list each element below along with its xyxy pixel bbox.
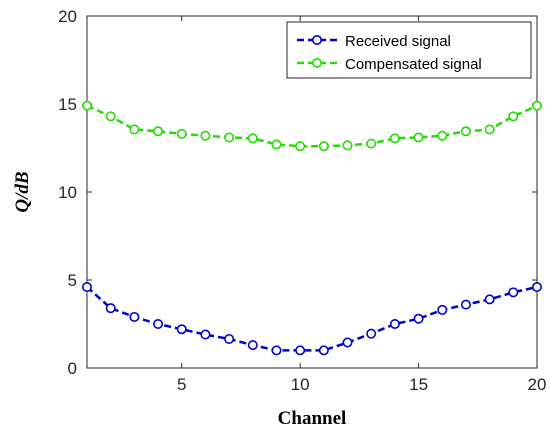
point-compensated-15 <box>413 132 424 143</box>
point-received-4 <box>153 318 164 329</box>
point-received-5 <box>176 324 187 335</box>
x-tick-label-5: 5 <box>177 375 186 394</box>
legend-box <box>286 21 532 79</box>
point-compensated-7 <box>224 132 235 143</box>
point-received-6 <box>200 329 211 340</box>
point-compensated-10 <box>295 141 306 152</box>
point-received-8 <box>247 340 258 351</box>
x-tick-label-10: 10 <box>291 375 310 394</box>
point-received-3 <box>129 311 140 322</box>
y-tick-label-10: 10 <box>58 183 77 202</box>
point-received-13 <box>366 328 377 339</box>
x-tick-label-15: 15 <box>409 375 428 394</box>
point-received-11 <box>318 345 329 356</box>
y-tick-label-20: 20 <box>58 7 77 26</box>
point-received-16 <box>437 304 448 315</box>
y-tick-label-5: 5 <box>68 271 77 290</box>
point-compensated-12 <box>342 140 353 151</box>
y-tick-label-15: 15 <box>58 95 77 114</box>
point-compensated-4 <box>153 126 164 137</box>
point-compensated-18 <box>484 124 495 135</box>
point-received-2 <box>105 303 116 314</box>
point-compensated-5 <box>176 128 187 139</box>
point-compensated-13 <box>366 138 377 149</box>
point-compensated-6 <box>200 130 211 141</box>
point-received-12 <box>342 337 353 348</box>
legend-marker-received <box>311 34 322 45</box>
point-compensated-16 <box>437 130 448 141</box>
point-received-10 <box>295 345 306 356</box>
point-received-15 <box>413 313 424 324</box>
point-received-18 <box>484 294 495 305</box>
point-compensated-3 <box>129 124 140 135</box>
point-received-9 <box>271 345 282 356</box>
axis-ticks <box>87 15 538 369</box>
axis-tick-labels: 5 10 15 20 0 5 10 15 20 <box>58 7 546 394</box>
series-layer <box>82 100 542 356</box>
point-received-17 <box>460 299 471 310</box>
point-compensated-17 <box>460 126 471 137</box>
point-compensated-9 <box>271 139 282 150</box>
point-compensated-19 <box>508 111 519 122</box>
x-axis-title: Channel <box>278 408 347 429</box>
legend-label-received: Received signal <box>345 33 451 50</box>
point-received-20 <box>531 282 542 293</box>
point-compensated-8 <box>247 133 258 144</box>
point-compensated-20 <box>531 100 542 111</box>
y-tick-label-0: 0 <box>68 359 77 378</box>
x-tick-label-20: 20 <box>528 375 547 394</box>
legend-label-compensated: Compensated signal <box>345 56 482 73</box>
point-received-1 <box>82 282 93 293</box>
point-compensated-2 <box>105 111 116 122</box>
point-compensated-1 <box>82 100 93 111</box>
y-axis-title: Q/dB <box>12 171 33 212</box>
legend-marker-compensated <box>311 57 322 68</box>
point-compensated-14 <box>389 133 400 144</box>
point-received-7 <box>224 333 235 344</box>
legend: Received signal Compensated signal <box>286 21 532 79</box>
point-received-19 <box>508 287 519 298</box>
point-received-14 <box>389 318 400 329</box>
point-compensated-11 <box>318 141 329 152</box>
